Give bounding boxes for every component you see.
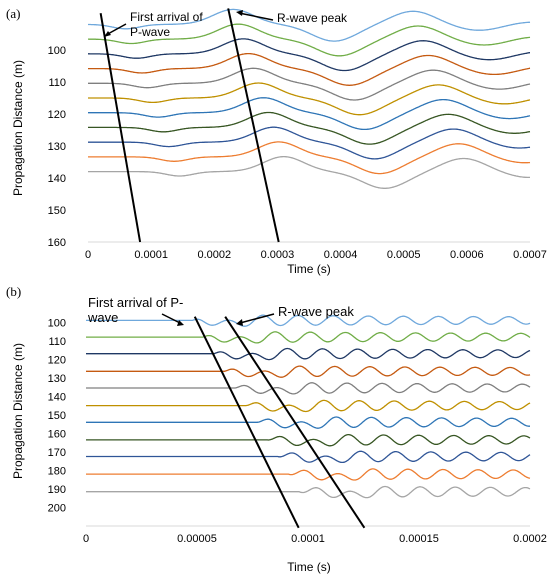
- waveform-trace: [88, 38, 530, 72]
- x-tick-label: 0.0005: [387, 249, 421, 261]
- waveform-trace: [86, 399, 531, 413]
- y-tick-label: 170: [48, 447, 66, 459]
- x-tick-label: 0.00015: [399, 533, 439, 545]
- waveform-traces-a: [88, 8, 531, 189]
- x-tick-label: 0: [85, 249, 91, 261]
- y-tick-labels-b: 100 110 120 130 140 150 160 170 180 190 200: [48, 317, 66, 514]
- r-wave-peak-line-b: [224, 316, 366, 529]
- waveform-traces-b: [86, 314, 531, 499]
- waveform-trace: [86, 485, 531, 499]
- r-wave-peak-arrowhead-b: [236, 319, 243, 326]
- r-wave-peak-arrow-a: [238, 12, 274, 21]
- r-wave-peak-arrowhead-a: [236, 10, 243, 16]
- annotations-b: First arrival of P- wave R-wave peak: [87, 295, 366, 529]
- y-tick-label: 120: [48, 354, 66, 366]
- waveform-trace: [86, 331, 531, 344]
- y-tick-label: 160: [48, 428, 66, 440]
- waveform-trace: [88, 155, 530, 189]
- x-tick-label: 0.00005: [177, 533, 217, 545]
- y-tick-label: 150: [48, 205, 66, 217]
- x-tick-label: 0: [83, 533, 89, 545]
- x-tick-label: 0.0003: [261, 249, 295, 261]
- x-tick-labels-b: 0 0.00005 0.0001 0.00015 0.0002: [83, 533, 547, 545]
- first-arrival-label-b-line1: First arrival of P-: [88, 295, 183, 310]
- y-tick-label: 110: [48, 77, 66, 89]
- y-tick-label: 140: [48, 391, 66, 403]
- y-tick-label: 110: [48, 336, 66, 348]
- y-tick-label: 150: [48, 410, 66, 422]
- first-arrival-arrowhead-a: [104, 31, 111, 37]
- y-tick-labels-a: 100 110 120 130 140 150 160: [48, 45, 66, 249]
- y-tick-label: 130: [48, 141, 66, 153]
- x-tick-label: 0.0002: [513, 533, 547, 545]
- r-wave-peak-label-a: R-wave peak: [277, 11, 348, 25]
- waveform-trace: [88, 97, 531, 131]
- y-axis-title-b: Propagation Distance (m): [11, 343, 25, 479]
- x-tick-label: 0.0007: [513, 249, 547, 261]
- r-wave-peak-label-b: R-wave peak: [278, 304, 354, 319]
- waveform-trace: [86, 416, 530, 429]
- x-tick-label: 0.0001: [134, 249, 168, 261]
- waveform-trace: [86, 365, 531, 378]
- waveform-trace: [88, 126, 531, 160]
- y-tick-label: 190: [48, 484, 66, 496]
- x-tick-label: 0.0002: [197, 249, 231, 261]
- waveform-trace: [86, 450, 531, 464]
- y-tick-label: 120: [48, 109, 66, 121]
- waveform-trace: [86, 314, 531, 327]
- r-wave-peak-arrow-b: [239, 313, 275, 324]
- waveform-trace: [88, 23, 531, 57]
- first-arrival-label-a-line2: P-wave: [130, 25, 170, 39]
- y-tick-label: 200: [48, 502, 66, 514]
- waveform-trace: [88, 52, 531, 86]
- panel-label-a: (a): [6, 6, 20, 21]
- first-arrival-label-a-line1: First arrival of: [130, 10, 203, 24]
- y-tick-label: 140: [48, 173, 66, 185]
- y-axis-title-a: Propagation Distance (m): [11, 60, 25, 196]
- waveform-trace: [88, 82, 531, 116]
- y-tick-label: 130: [48, 373, 66, 385]
- waveform-trace: [86, 382, 531, 395]
- waveform-trace: [88, 141, 531, 175]
- y-tick-label: 100: [48, 317, 66, 329]
- x-axis-title-b: Time (s): [287, 560, 331, 574]
- waveform-trace: [86, 347, 531, 361]
- waveform-trace: [88, 111, 531, 145]
- r-wave-peak-line-a: [227, 8, 280, 243]
- first-arrival-label-b-line2: wave: [87, 310, 118, 325]
- first-arrival-arrowhead-b: [177, 320, 184, 326]
- first-arrival-arrow-b: [161, 313, 181, 324]
- y-tick-label: 100: [48, 45, 66, 57]
- x-tick-label: 0.0004: [324, 249, 358, 261]
- x-tick-label: 0.0006: [450, 249, 484, 261]
- y-tick-label: 160: [48, 237, 66, 249]
- waveform-trace: [88, 67, 531, 101]
- waveform-trace: [86, 468, 531, 481]
- x-tick-labels-a: 0 0.0001 0.0002 0.0003 0.0004 0.0005 0.0006 0.0…: [85, 249, 547, 261]
- first-arrival-line-a: [99, 13, 142, 243]
- waveform-trace: [88, 8, 531, 42]
- panel-label-b: (b): [6, 284, 21, 299]
- x-axis-title-a: Time (s): [287, 262, 331, 276]
- y-tick-label: 180: [48, 465, 66, 477]
- x-tick-label: 0.0001: [291, 533, 325, 545]
- first-arrival-line-b: [193, 316, 300, 529]
- annotations-a: First arrival of P-wave R-wave peak: [99, 8, 348, 243]
